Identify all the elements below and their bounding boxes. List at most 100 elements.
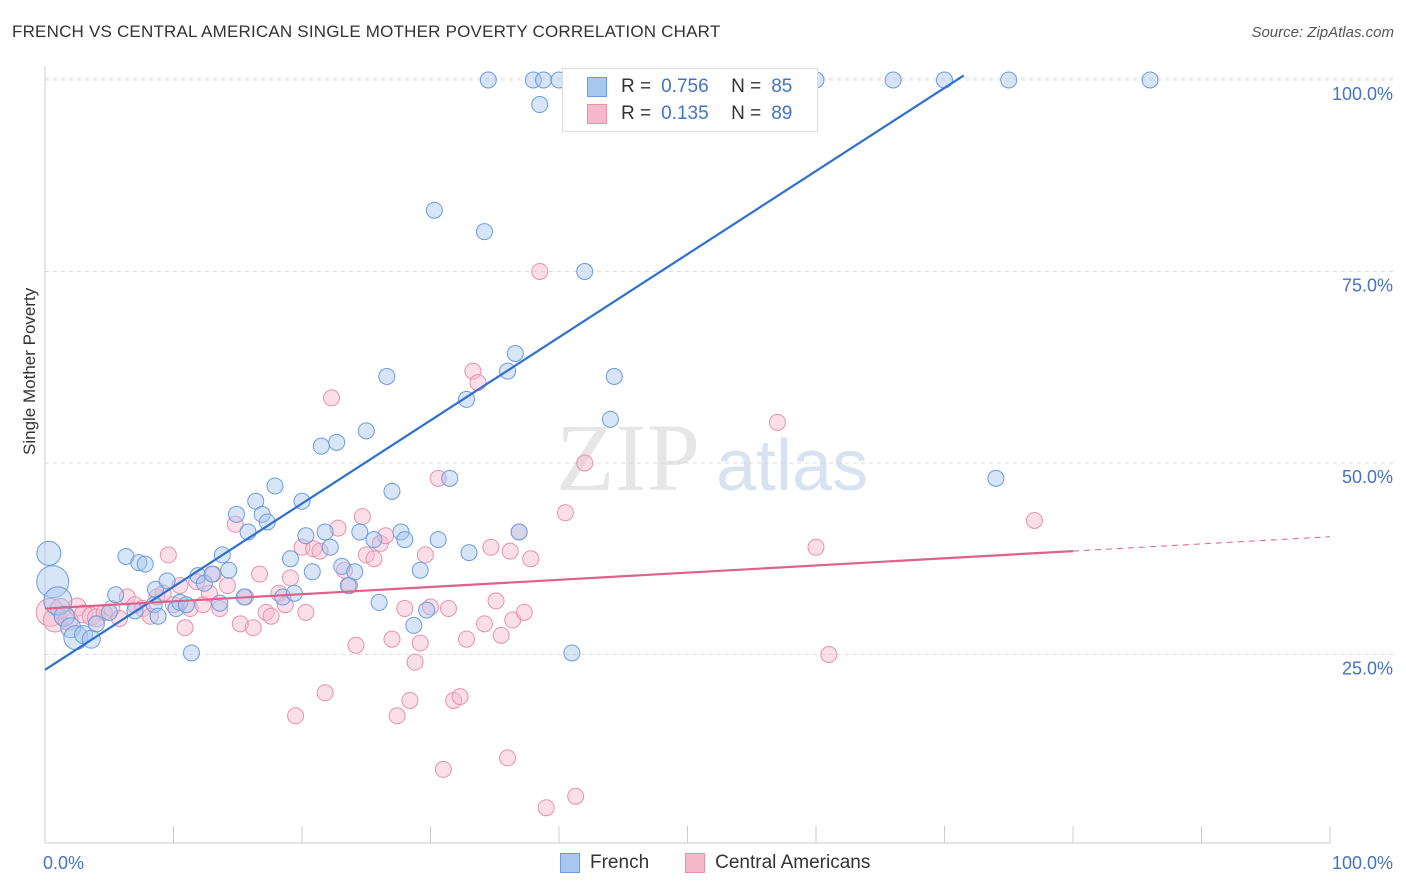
- central-americans-point: [416, 546, 434, 564]
- central-americans-point: [218, 577, 236, 595]
- french-point: [87, 615, 105, 633]
- central-americans-point: [492, 626, 510, 644]
- watermark-atlas: atlas: [716, 426, 868, 506]
- n-label: N =: [731, 103, 762, 124]
- french-swatch: [587, 77, 607, 97]
- french-point: [312, 437, 330, 455]
- french-point: [396, 531, 414, 549]
- x-tick-label: 0.0%: [43, 853, 84, 873]
- central-trend-extension: [1072, 536, 1331, 552]
- french-point: [107, 586, 125, 604]
- central-americans-point: [482, 538, 500, 556]
- central-americans-point: [353, 508, 371, 526]
- legend-item-french[interactable]: French: [560, 852, 649, 874]
- series-legend: French Central Americans: [560, 852, 906, 874]
- french-point: [346, 563, 364, 581]
- french-point: [316, 523, 334, 541]
- french-point: [605, 367, 623, 385]
- central-americans-point: [211, 600, 229, 618]
- french-point: [429, 531, 447, 549]
- french-point: [365, 531, 383, 549]
- french-legend-swatch: [560, 853, 580, 873]
- central-americans-point: [305, 540, 323, 558]
- y-axis-label: Single Mother Poverty: [20, 287, 39, 455]
- legend-row-central: R = 0.135 N = 89: [587, 101, 792, 127]
- central-trend-line: [44, 549, 1074, 610]
- french-point: [405, 616, 423, 634]
- central-americans-point: [171, 577, 189, 595]
- central-americans-point: [316, 684, 334, 702]
- french-point: [601, 410, 619, 428]
- grid-layer: [45, 77, 1393, 655]
- central-americans-point: [556, 504, 574, 522]
- french-point: [182, 644, 200, 662]
- central-americans-point: [159, 546, 177, 564]
- french-point: [460, 544, 478, 562]
- french-point: [370, 593, 388, 611]
- french-point: [53, 605, 75, 627]
- central-americans-point: [1025, 511, 1043, 529]
- central-americans-point: [365, 550, 383, 568]
- central-americans-point: [457, 630, 475, 648]
- french-point: [333, 557, 351, 575]
- french-point: [1000, 71, 1018, 89]
- n-label: N =: [731, 76, 762, 97]
- french-point: [130, 554, 148, 572]
- french-point: [510, 523, 528, 541]
- central-americans-point: [388, 707, 406, 725]
- central-americans-point: [434, 760, 452, 778]
- central-americans-point: [567, 787, 585, 805]
- central-americans-point: [429, 469, 447, 487]
- central-americans-point: [176, 619, 194, 637]
- french-point: [563, 644, 581, 662]
- french-point: [535, 71, 553, 89]
- trend-layer: [44, 74, 1331, 671]
- french-point: [36, 565, 70, 599]
- central-americans-point: [396, 600, 414, 618]
- french-point: [303, 563, 321, 581]
- central-americans-point: [74, 604, 94, 624]
- central-americans-point: [111, 609, 129, 627]
- central-americans-point: [297, 603, 315, 621]
- central-americans-point: [200, 584, 218, 602]
- french-point: [351, 523, 369, 541]
- watermark: ZIP atlas: [556, 404, 868, 511]
- central-americans-point: [329, 519, 347, 537]
- french-points: [36, 71, 1159, 662]
- french-point: [987, 469, 1005, 487]
- central-n-value: 89: [771, 103, 793, 124]
- legend-item-central[interactable]: Central Americans: [685, 852, 870, 874]
- central-americans-point: [576, 454, 594, 472]
- french-trend-line: [44, 74, 965, 671]
- axis-layer: [44, 66, 1331, 844]
- central-americans-point: [287, 707, 305, 725]
- central-americans-point: [522, 550, 540, 568]
- french-point: [506, 344, 524, 362]
- central-americans-point: [244, 619, 262, 637]
- central-swatch: [587, 104, 607, 124]
- french-point: [479, 71, 497, 89]
- french-point: [392, 523, 410, 541]
- french-point: [524, 71, 542, 89]
- french-point: [884, 71, 902, 89]
- central-americans-point: [401, 691, 419, 709]
- central-americans-point: [347, 636, 365, 654]
- central-americans-point: [807, 538, 825, 556]
- central-americans-point: [383, 630, 401, 648]
- source-label: Source: ZipAtlas.com: [1251, 24, 1394, 41]
- watermark-zip: ZIP: [556, 404, 700, 511]
- french-point: [383, 482, 401, 500]
- french-point: [281, 550, 299, 568]
- chart-title: FRENCH VS CENTRAL AMERICAN SINGLE MOTHER…: [12, 22, 721, 41]
- french-legend-label: French: [590, 852, 650, 873]
- central-americans-point: [411, 634, 429, 652]
- french-point: [531, 96, 549, 114]
- y-tick-label: 25.0%: [1342, 659, 1393, 679]
- central-americans-point: [487, 592, 505, 610]
- french-n-value: 85: [771, 76, 793, 97]
- french-point: [177, 596, 195, 614]
- central-americans-point: [537, 799, 555, 817]
- stats-legend: R = 0.756 N = 85 R = 0.135 N = 89: [562, 68, 818, 132]
- central-americans-point: [515, 603, 533, 621]
